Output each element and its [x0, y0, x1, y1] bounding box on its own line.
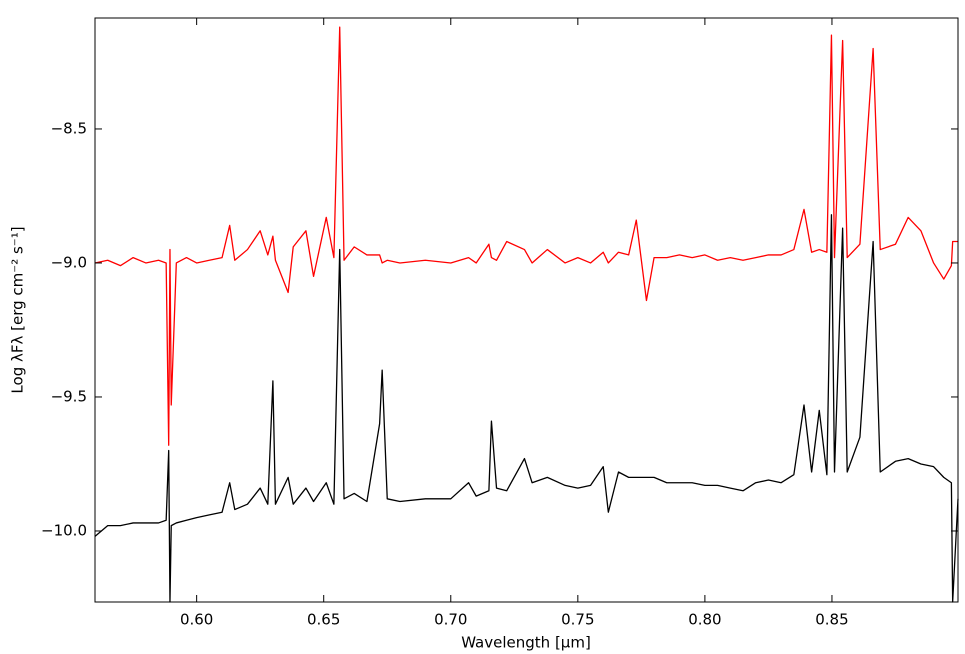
- y-axis-label: Log λFλ [erg cm⁻² s⁻¹]: [9, 226, 27, 393]
- spectrum-line: [94, 214, 959, 603]
- x-tick-label: 0.85: [815, 611, 848, 629]
- plot-frame: [94, 17, 959, 603]
- x-tick-label: 0.75: [561, 611, 594, 629]
- spectrum-line: [94, 26, 958, 446]
- x-axis-label: Wavelength [μm]: [461, 634, 591, 652]
- x-tick-label: 0.70: [434, 611, 467, 629]
- x-tick-label: 0.60: [180, 611, 213, 629]
- y-tick-label: −9.5: [51, 387, 87, 405]
- y-tick-label: −8.5: [51, 119, 87, 137]
- x-tick-label: 0.65: [307, 611, 340, 629]
- x-tick-label: 0.80: [688, 611, 721, 629]
- y-tick-label: −10.0: [41, 521, 87, 539]
- y-tick-label: −9.0: [51, 253, 87, 271]
